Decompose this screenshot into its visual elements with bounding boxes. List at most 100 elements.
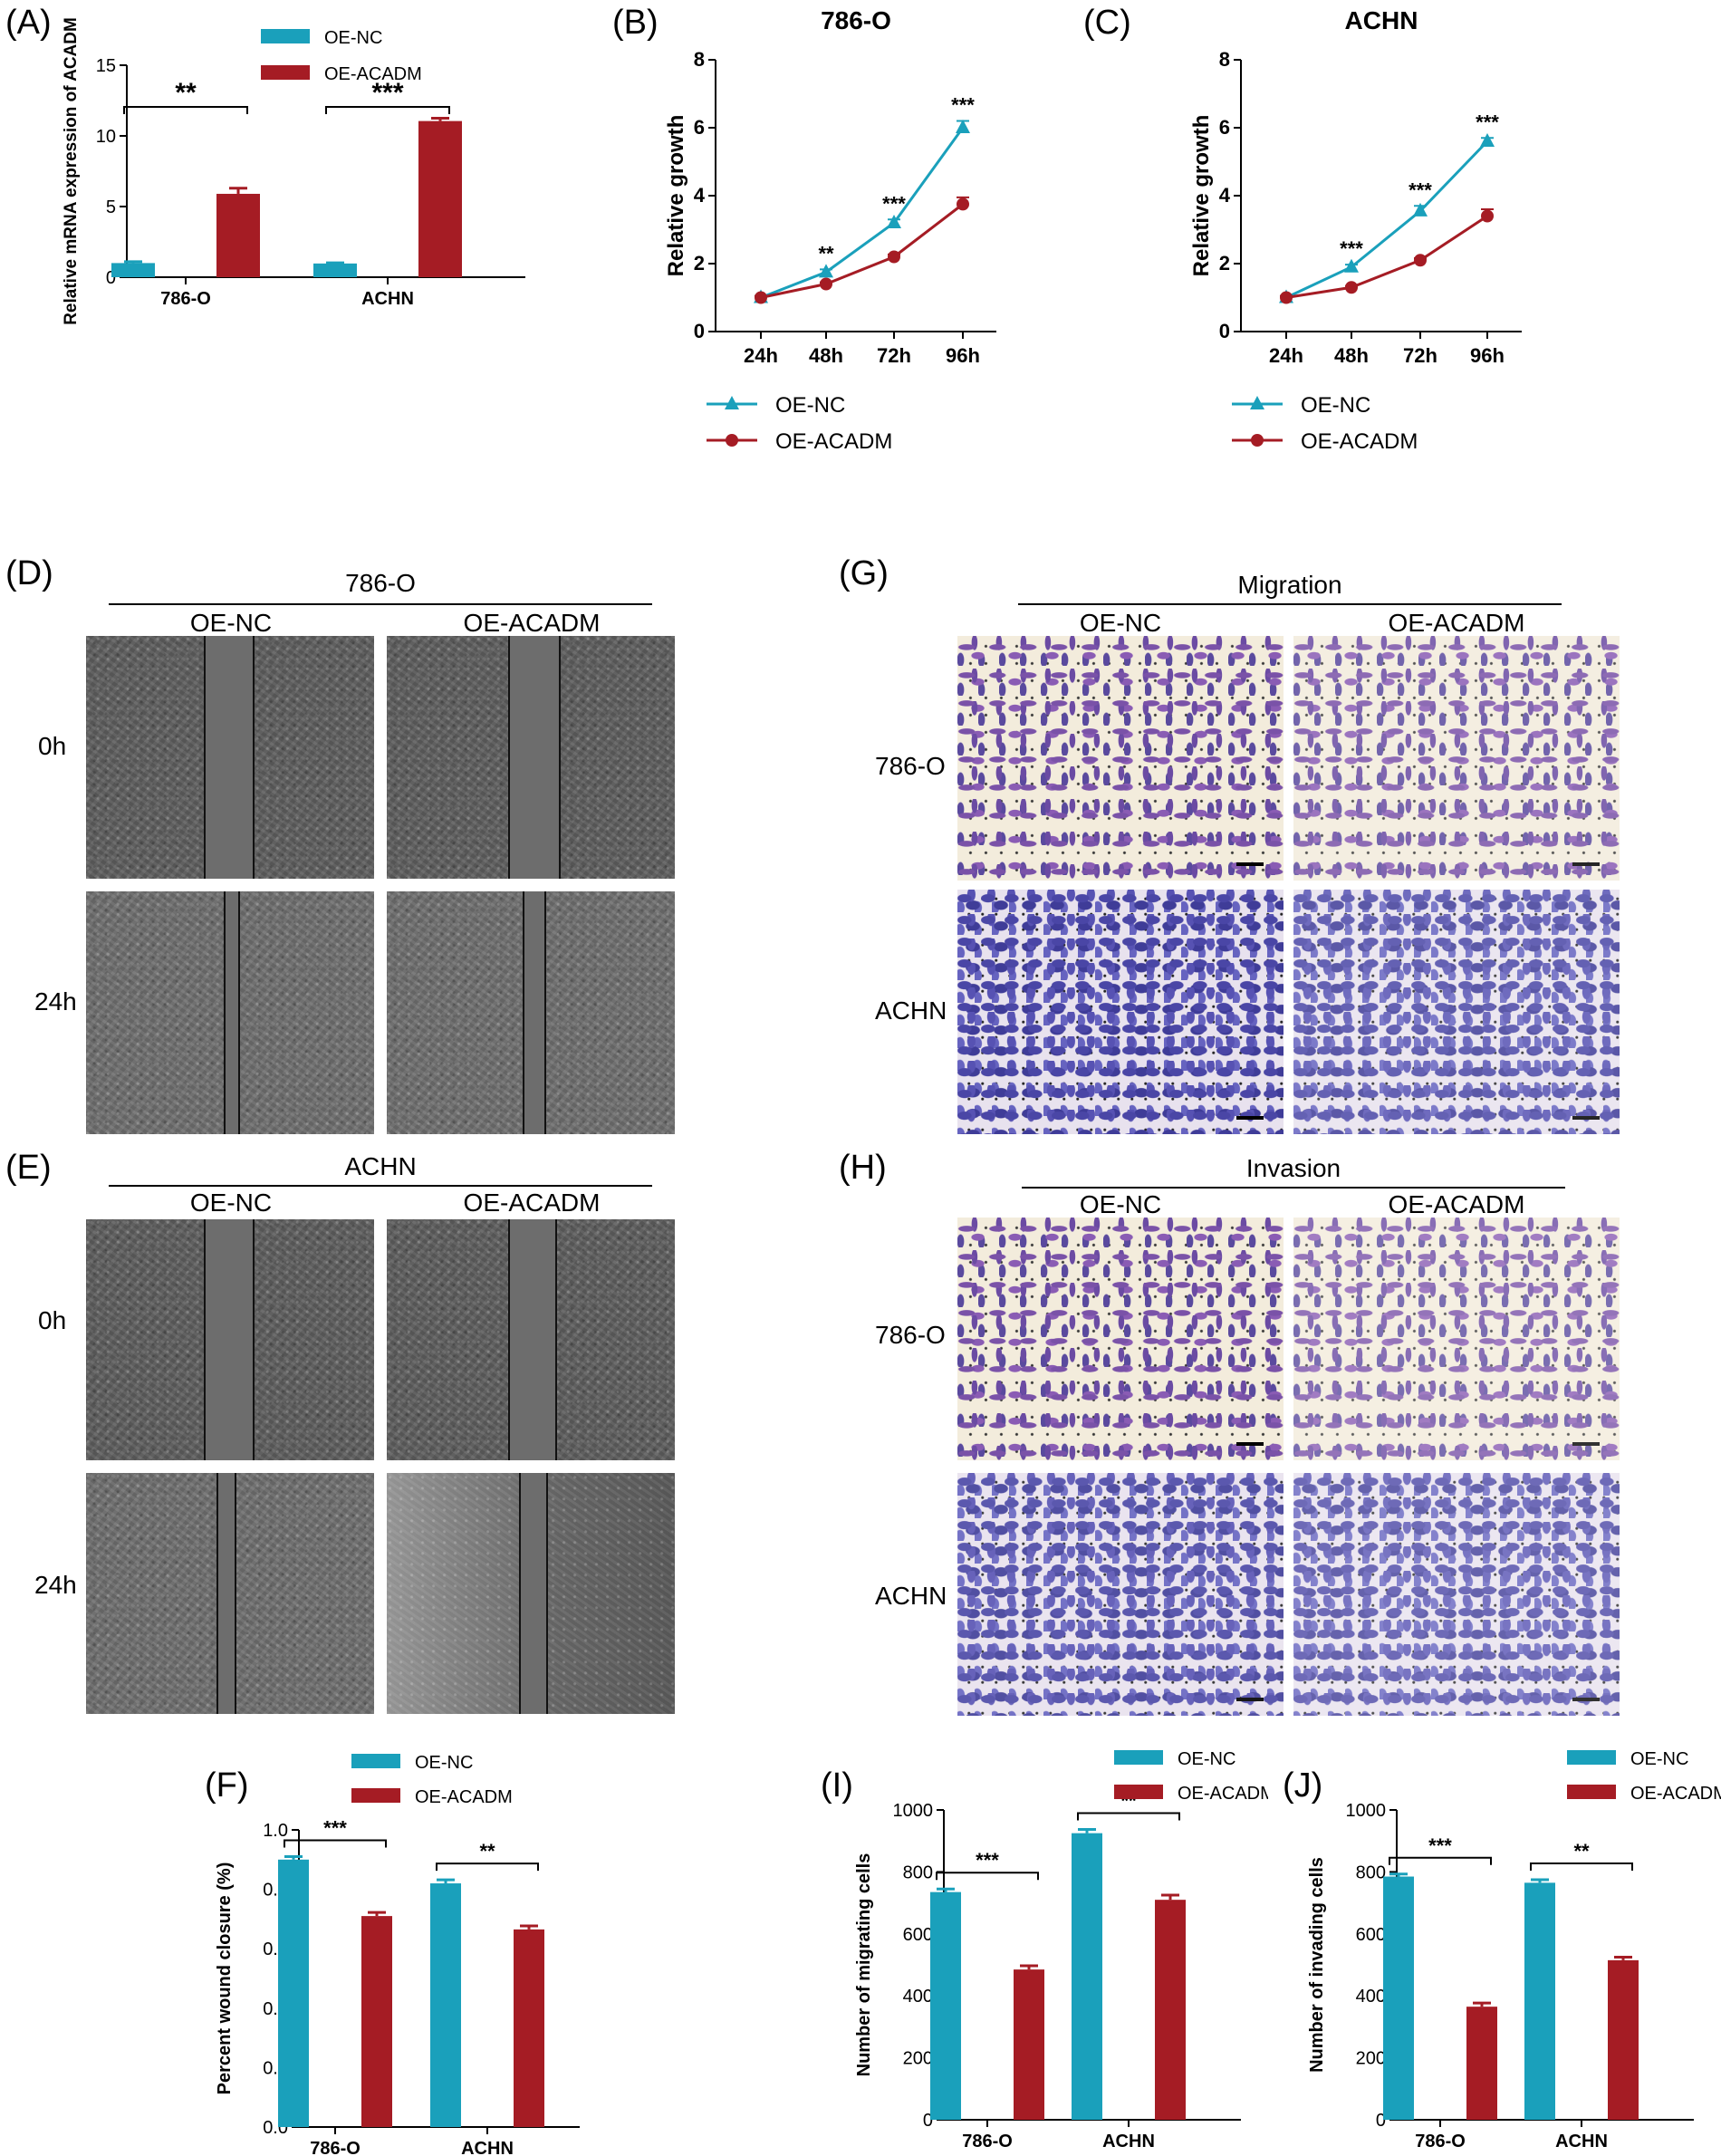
significance-bracket (123, 106, 248, 114)
significance-bracket (1077, 1812, 1180, 1821)
panel-g-achn-oe-nc-image (957, 890, 1284, 1134)
legend-marker-triangle (725, 396, 739, 409)
legend-marker-circle (726, 434, 738, 447)
significance-stars: *** (371, 78, 403, 108)
panel-e-achn-oe-nc-24h-image (86, 1473, 374, 1714)
x-tick-label: 72h (1403, 344, 1437, 367)
bar-oe-nc-786-o (1383, 1876, 1414, 2120)
panel-h-786o-oe-nc-image (957, 1218, 1284, 1460)
y-tick-label: 400 (1356, 1987, 1386, 2007)
significance-stars: *** (1409, 178, 1432, 201)
bar-oe-acadm-786-o (1014, 1969, 1044, 2120)
panel-h-achn-oe-acadm-image (1293, 1473, 1620, 1716)
significance-bracket (436, 1862, 539, 1872)
significance-stars: ** (1573, 1840, 1590, 1862)
panel-letter-c: (C) (1083, 4, 1131, 42)
legend-swatch-oe-nc (261, 29, 310, 43)
scale-bar (1236, 1698, 1264, 1701)
panel-e-achn-oe-nc-0h-image (86, 1219, 374, 1460)
chart-c-growth-achn: ACHN 0 2 4 6 8 Relative growth 24h 48h 72h 96h *** *… (1189, 6, 1522, 454)
legend-label-oe-nc: OE-NC (415, 1753, 473, 1773)
y-tick-label: 2 (1219, 252, 1230, 274)
legend-swatch-oe-acadm (351, 1788, 400, 1803)
data-point-circle (755, 291, 767, 304)
bar-oe-acadm-786-o (1466, 2007, 1497, 2120)
panel-letter-e: (E) (5, 1149, 52, 1187)
legend-label-oe-nc: OE-NC (1630, 1749, 1688, 1769)
panel-letter-j: (J) (1283, 1766, 1323, 1805)
panel-d-786o-oe-nc-24h-image (86, 891, 374, 1134)
significance-bracket (936, 1872, 1039, 1881)
bar-oe-acadm-achn (514, 1929, 544, 2127)
panel-letter-g: (G) (839, 554, 889, 592)
panel-e-achn-oe-acadm-0h-image (387, 1219, 675, 1460)
bar-oe-nc-achn (1524, 1882, 1555, 2120)
panel-e-col-oe-nc: OE-NC (189, 1189, 273, 1217)
significance-stars: *** (882, 192, 906, 215)
x-tick-label: 24h (1269, 344, 1303, 367)
legend-label-oe-nc: OE-NC (1301, 393, 1370, 418)
panel-d-row-24h: 24h (34, 987, 77, 1015)
panel-d-group-title: 786-O (345, 569, 416, 597)
significance-stars: ** (175, 78, 197, 108)
panel-d-786o-oe-nc-0h-image (86, 636, 374, 879)
y-tick-label: 200 (1356, 2049, 1386, 2069)
chart-i-migrating-cells: 0 200 400 600 800 1000 Number of migrating cel… (854, 1749, 1268, 2151)
bar-oe-nc-786-o (111, 263, 155, 277)
x-tick-label: 96h (1470, 344, 1505, 367)
bar-oe-acadm-786-o (361, 1916, 392, 2127)
legend-marker-triangle (1250, 396, 1264, 409)
panel-h-col-oe-nc: OE-NC (1079, 1190, 1162, 1218)
y-axis-label: Relative growth (1189, 115, 1214, 277)
panel-e-row-0h: 0h (38, 1306, 67, 1334)
panel-g-col-oe-nc: OE-NC (1079, 609, 1162, 637)
panel-g-786o-oe-nc-image (957, 636, 1284, 881)
x-tick-label: 786-O (1415, 2132, 1466, 2151)
significance-bracket (1389, 1856, 1492, 1865)
x-tick-label: 786-O (962, 2132, 1013, 2151)
bar-oe-nc-786-o (930, 1891, 961, 2120)
scale-bar (1572, 862, 1600, 866)
legend-label-oe-acadm: OE-ACADM (324, 64, 422, 84)
y-tick-label: 10 (96, 127, 116, 147)
significance-stars: *** (976, 1849, 999, 1872)
panel-d-786o-oe-acadm-0h-image (387, 636, 675, 879)
panel-g-col-oe-acadm: OE-ACADM (1388, 609, 1525, 637)
panel-e-col-oe-acadm: OE-ACADM (463, 1189, 601, 1217)
x-tick-label: 72h (877, 344, 911, 367)
x-tick-label: 786-O (310, 2139, 361, 2156)
panel-g-achn-oe-acadm-image (1293, 890, 1620, 1134)
y-tick-label: 8 (1219, 48, 1230, 71)
panel-e-row-24h: 24h (34, 1571, 77, 1599)
panel-d-col-oe-acadm: OE-ACADM (463, 609, 601, 637)
panel-h-achn-oe-nc-image (957, 1473, 1284, 1716)
panel-e-group-title: ACHN (344, 1152, 417, 1180)
significance-stars: ** (818, 242, 834, 265)
x-tick-label: 96h (946, 344, 980, 367)
data-point-triangle (819, 264, 833, 278)
chart-title: ACHN (1345, 6, 1418, 34)
significance-stars: *** (1428, 1834, 1452, 1857)
bar-oe-nc-achn (430, 1883, 461, 2127)
legend-swatch-oe-acadm (1114, 1785, 1163, 1799)
panel-letter-b: (B) (612, 4, 659, 42)
panel-d-col-oe-nc: OE-NC (189, 609, 273, 637)
legend-label-oe-acadm: OE-ACADM (1630, 1784, 1721, 1804)
panel-g-row-786o: 786-O (875, 752, 946, 780)
scale-bar (1572, 1698, 1600, 1701)
y-tick-label: 5 (106, 197, 116, 217)
data-point-circle (957, 197, 969, 211)
x-tick-label: ACHN (461, 2139, 514, 2156)
data-point-triangle (1480, 133, 1495, 147)
legend-swatch-oe-nc (351, 1754, 400, 1768)
significance-stars: *** (323, 1817, 347, 1840)
y-tick-label: 0 (1376, 2111, 1386, 2131)
legend-swatch-oe-nc (1567, 1750, 1616, 1765)
chart-j-invading-cells: 0 200 400 600 800 1000 Number of invading cell… (1307, 1749, 1721, 2151)
data-point-circle (820, 277, 832, 291)
x-tick-label: 786-O (160, 289, 211, 309)
y-axis-label: Number of migrating cells (854, 1853, 874, 2077)
bar-oe-nc-achn (313, 263, 357, 277)
x-tick-label: ACHN (1102, 2132, 1155, 2151)
